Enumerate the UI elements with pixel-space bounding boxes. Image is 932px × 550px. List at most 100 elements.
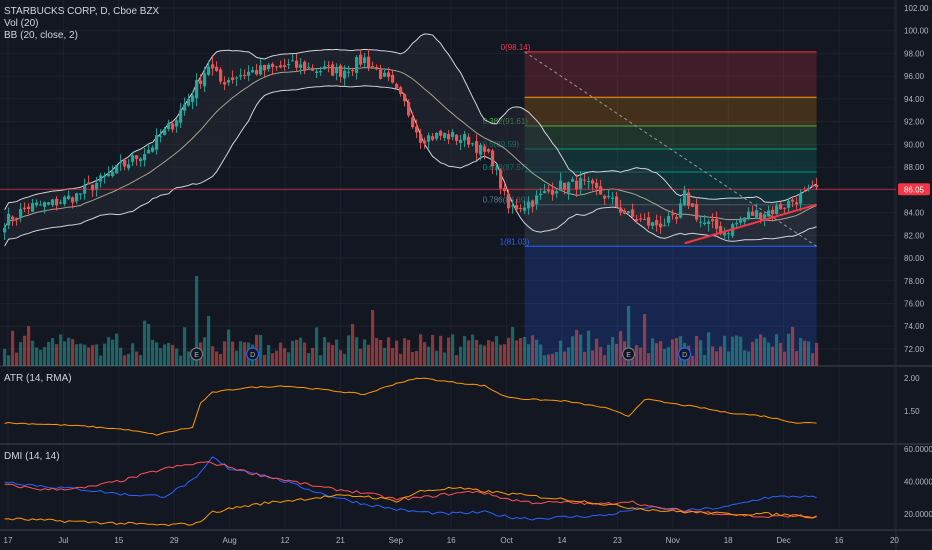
volume-bar — [163, 344, 167, 366]
candle-body — [531, 200, 535, 207]
candle-body — [607, 196, 611, 198]
candle-body — [231, 77, 235, 80]
volume-bar — [219, 353, 223, 366]
volume-bar — [283, 348, 287, 366]
candle-body — [639, 218, 643, 220]
candle-body — [147, 149, 151, 154]
volume-bar — [31, 340, 35, 366]
candle-body — [159, 135, 163, 137]
candle-body — [659, 223, 663, 228]
candle-body — [251, 70, 255, 73]
candle-body — [143, 154, 147, 161]
fib-trend-line — [524, 51, 817, 247]
fib-zone — [524, 126, 817, 150]
volume-bar — [159, 348, 163, 366]
event-marker-label: D — [682, 352, 687, 359]
candle-body — [575, 180, 579, 190]
candle-body — [583, 179, 587, 181]
volume-bar — [459, 346, 463, 366]
volume-bar — [327, 342, 331, 366]
volume-bar — [415, 351, 419, 366]
volume-bar — [107, 337, 111, 366]
volume-bar — [407, 339, 411, 366]
volume-bar — [651, 338, 655, 366]
volume-bar — [627, 306, 631, 366]
fib-zone — [524, 51, 817, 98]
volume-bar — [723, 335, 727, 366]
candle-body — [747, 211, 751, 219]
candle-body — [63, 196, 67, 205]
volume-bar — [147, 323, 151, 366]
atr-tick-label: 1.50 — [904, 407, 920, 416]
volume-bar — [179, 355, 183, 366]
volume-bar — [187, 351, 191, 366]
volume-bar — [479, 344, 483, 366]
volume-bar — [635, 345, 639, 366]
volume-bar — [383, 347, 387, 366]
volume-bar — [195, 276, 199, 366]
price-tick-label: 98.00 — [904, 49, 925, 58]
volume-bar — [511, 326, 515, 366]
candle-body — [43, 202, 47, 207]
candle-body — [559, 180, 563, 191]
candle-body — [279, 65, 283, 68]
volume-bar — [347, 335, 351, 366]
candle-body — [483, 146, 487, 152]
candle-body — [683, 190, 687, 206]
volume-bar — [495, 336, 499, 366]
candle-body — [215, 66, 219, 71]
fibonacci-retracement[interactable]: 0(98.14) 0.382(91.61) 0.5(89.59) 0.618(87.5… — [483, 43, 817, 366]
candle-body — [335, 67, 339, 74]
volume-bar — [367, 344, 371, 366]
bollinger-lower — [4, 85, 817, 247]
candle-body — [679, 203, 683, 218]
fib-level-label: 0(98.14) — [501, 43, 531, 52]
candle-body — [399, 87, 403, 94]
volume-bar — [615, 343, 619, 366]
chart-overlays[interactable] — [0, 51, 896, 247]
candle-body — [507, 193, 511, 209]
fib-level-label: 0.382(91.61) — [483, 117, 529, 126]
candle-body — [79, 193, 83, 195]
volume-bar — [11, 330, 15, 366]
volume-bar — [323, 337, 327, 366]
date-tick-label: Sep — [389, 536, 404, 545]
candle-body — [287, 64, 291, 66]
candle-body — [783, 207, 787, 209]
candle-body — [27, 206, 31, 210]
candle-body — [319, 71, 323, 73]
candle-body — [471, 143, 475, 145]
candle-body — [435, 133, 439, 139]
volume-bar — [695, 335, 699, 366]
fib-zone — [524, 171, 817, 205]
candle-body — [727, 233, 731, 235]
volume-bar — [707, 332, 711, 366]
candle-body — [363, 57, 367, 63]
candle-body — [779, 203, 783, 210]
volume-bar — [759, 334, 763, 366]
candle-body — [3, 227, 7, 233]
candle-body — [131, 155, 135, 162]
date-tick-label: 17 — [4, 536, 13, 545]
volume-bar — [607, 344, 611, 366]
volume-bar — [575, 330, 579, 366]
price-tick-label: 100.00 — [904, 27, 929, 36]
candle-body — [7, 213, 11, 226]
candle-body — [763, 214, 767, 222]
candle-body — [11, 216, 15, 220]
volume-bar — [123, 355, 127, 366]
volume-bar — [447, 337, 451, 366]
volume-bar — [527, 344, 531, 366]
candle-body — [739, 219, 743, 223]
candlesticks[interactable] — [3, 49, 819, 240]
dmi-tick-label: 20.0000 — [904, 510, 932, 519]
date-tick-label: Oct — [500, 536, 513, 545]
candle-body — [163, 129, 167, 135]
candle-body — [631, 209, 635, 217]
volume-bar — [3, 348, 7, 366]
candle-body — [187, 99, 191, 106]
candle-body — [135, 155, 139, 159]
volume-bar — [567, 347, 571, 366]
